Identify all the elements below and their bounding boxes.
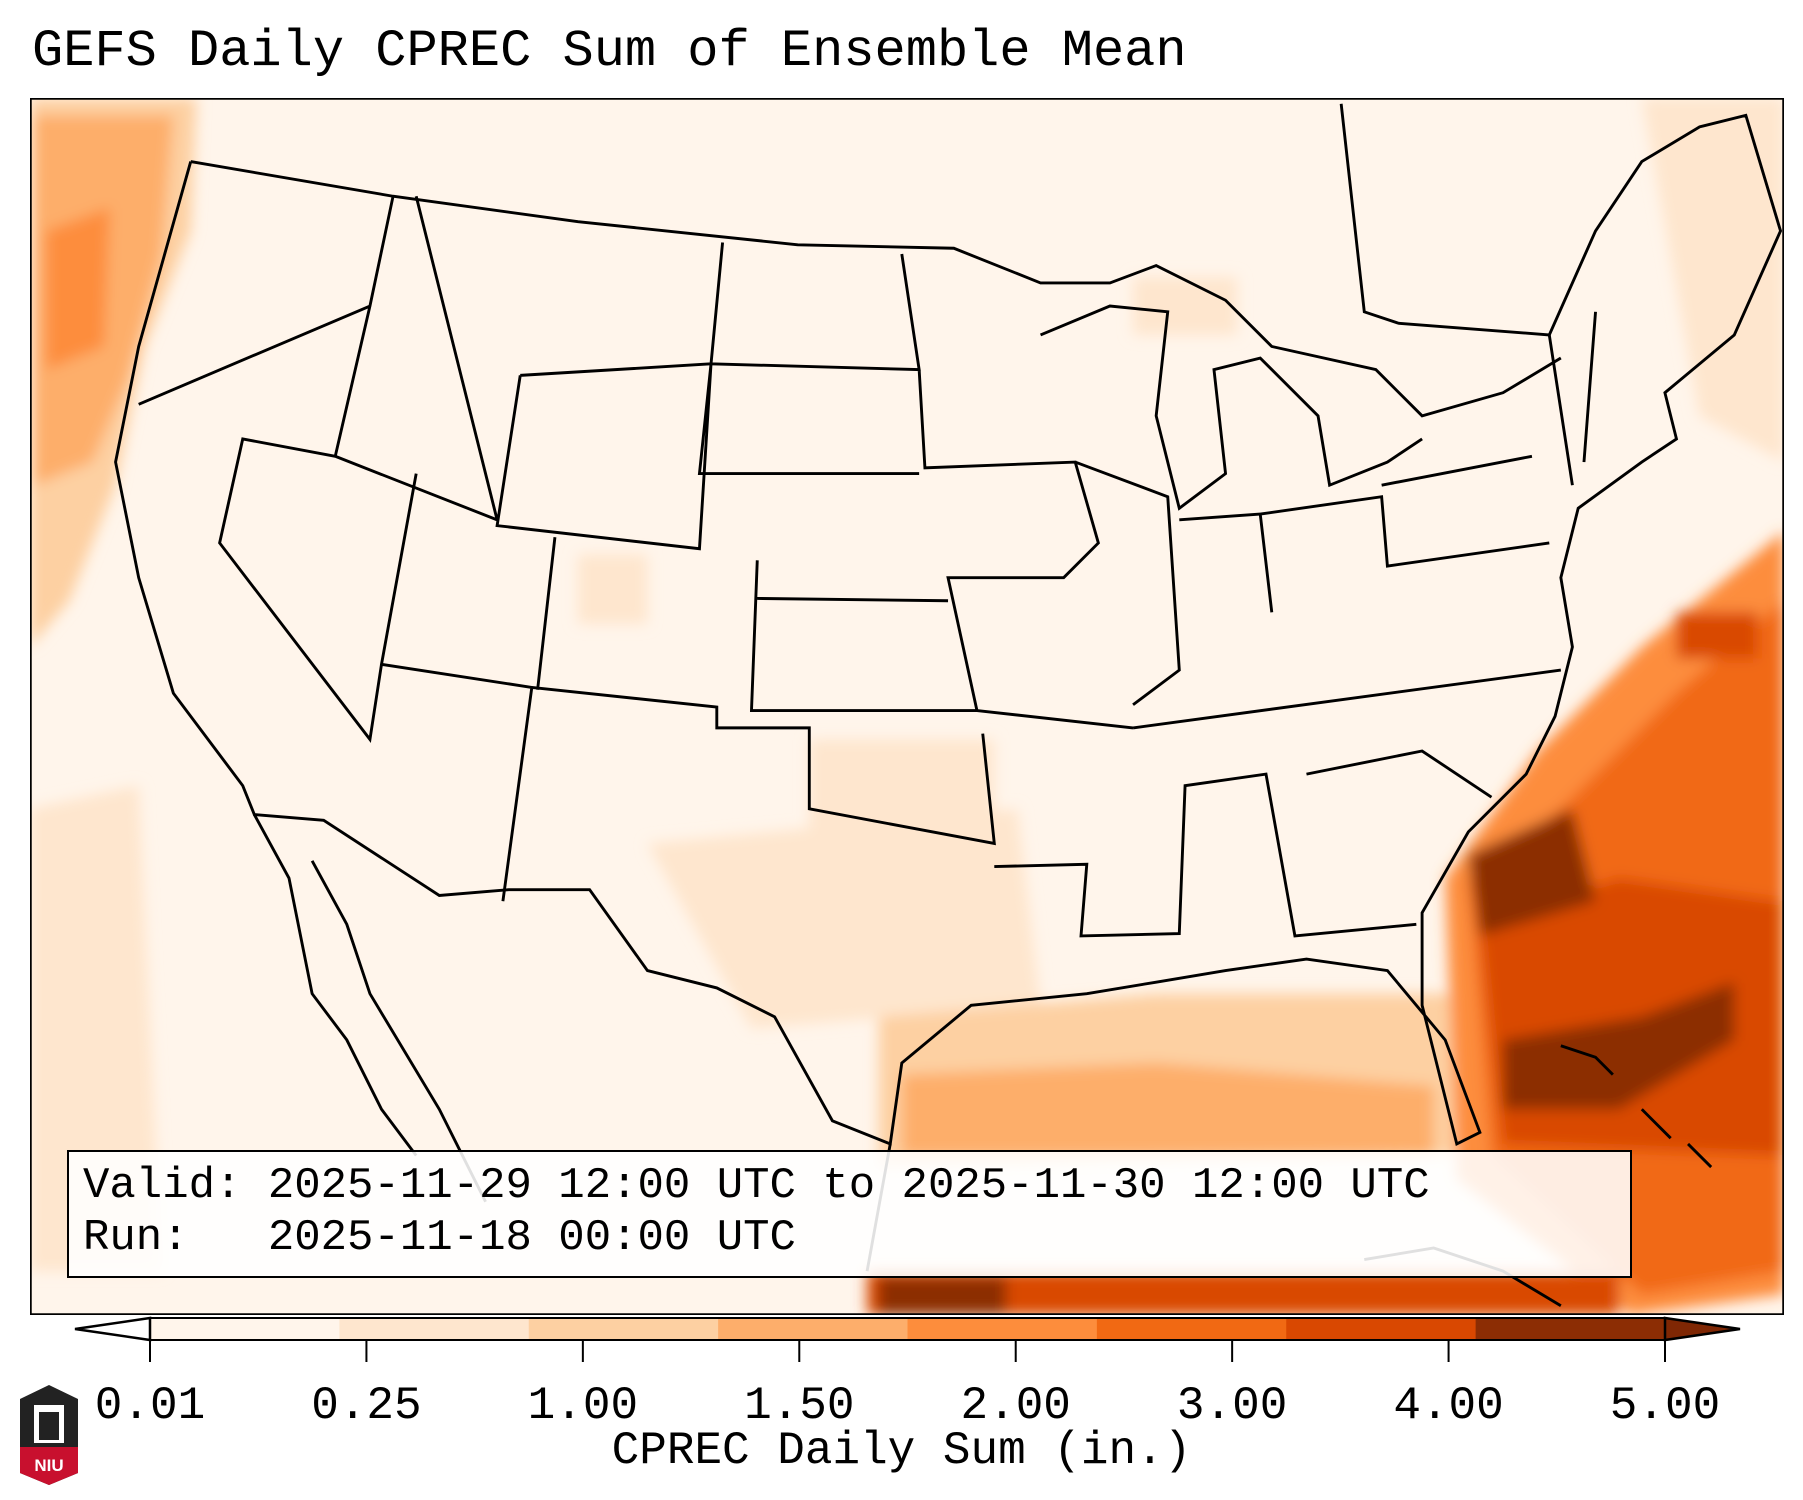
run-label: Run:	[83, 1213, 189, 1263]
colorbar-label: CPREC Daily Sum (in.)	[611, 1425, 1192, 1477]
colorbar-bin	[150, 1318, 340, 1340]
us-outline	[114, 103, 1783, 1147]
colorbar-bin	[907, 1318, 1098, 1340]
colorbar-under-triangle	[74, 1316, 152, 1342]
logo-text: NIU	[34, 1456, 63, 1475]
valid-label: Valid:	[83, 1161, 242, 1211]
colorbar-tick-label: 2.00	[960, 1380, 1071, 1432]
colorbar-frame	[149, 1317, 1666, 1341]
colorbar-bin	[339, 1318, 530, 1340]
colorbar-bin	[528, 1318, 719, 1340]
mexico-coast	[253, 813, 1562, 1307]
run-time: 2025-11-18 00:00 UTC	[267, 1213, 796, 1263]
precip-field	[30, 98, 1784, 1315]
colorbar-tick-label: 1.50	[744, 1380, 855, 1432]
bahamas	[1560, 1044, 1713, 1169]
colorbar-tick-label: 3.00	[1176, 1380, 1288, 1432]
colorbar-tick-label: 0.25	[311, 1380, 422, 1432]
colorbar-tick-label: 4.00	[1393, 1380, 1504, 1432]
canada-border	[190, 160, 1562, 418]
colorbar-tick-label: 5.00	[1609, 1380, 1721, 1432]
valid-time-info-box: Valid: 2025-11-29 12:00 UTC to 2025-11-3…	[67, 1150, 1632, 1278]
colorbar-tick-label: 0.01	[94, 1380, 206, 1432]
map-title: GEFS Daily CPREC Sum of Ensemble Mean	[32, 22, 1187, 81]
state-borders	[138, 195, 1597, 938]
great-lakes	[1039, 304, 1423, 511]
colorbar-bin	[1096, 1318, 1287, 1340]
colorbar-bin	[1286, 1318, 1477, 1340]
colorbar-bin	[718, 1318, 908, 1340]
niu-logo: NIU	[20, 1385, 78, 1485]
colorbar-bin	[1475, 1318, 1666, 1340]
colorbar	[74, 1316, 1741, 1362]
colorbar-over-triangle	[1663, 1316, 1741, 1342]
coastlines-and-borders	[114, 103, 1783, 1307]
colorbar-tick-label: 1.00	[527, 1380, 639, 1432]
precipitation-map	[30, 98, 1784, 1315]
valid-time-range: 2025-11-29 12:00 UTC to 2025-11-30 12:00…	[267, 1161, 1430, 1211]
